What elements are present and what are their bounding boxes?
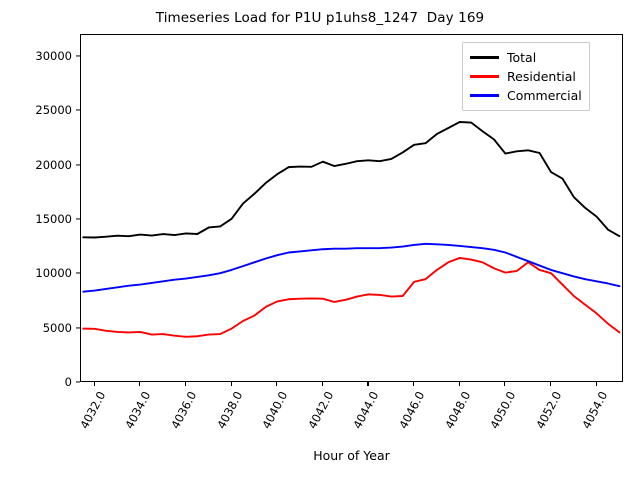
x-tick-mark — [230, 382, 232, 386]
plot-lines — [82, 121, 621, 338]
legend-item: Residential — [470, 67, 582, 86]
x-tick-mark — [367, 382, 369, 386]
x-tick-label: 4040.0 — [259, 389, 291, 432]
x-tick-label: 4052.0 — [533, 389, 565, 432]
x-tick-label: 4042.0 — [304, 389, 337, 432]
series-line — [82, 121, 621, 239]
y-tick-label: 20000 — [35, 157, 72, 172]
legend-label: Total — [507, 50, 537, 65]
x-tick-label: 4032.0 — [76, 389, 109, 432]
y-tick-mark — [76, 272, 80, 274]
y-tick-mark — [76, 381, 80, 383]
x-tick-mark — [321, 382, 323, 386]
y-tick-label: 15000 — [35, 211, 72, 226]
x-tick-label: 4034.0 — [122, 389, 154, 432]
x-tick-mark — [184, 382, 187, 386]
x-tick-mark — [549, 382, 552, 386]
y-tick-label: 5000 — [42, 320, 72, 335]
legend-item: Commercial — [470, 86, 582, 105]
legend-label: Residential — [507, 69, 576, 84]
x-tick-label: 4054.0 — [578, 389, 610, 432]
x-tick-label: 4048.0 — [441, 389, 474, 432]
x-tick-label: 4046.0 — [396, 389, 428, 432]
x-tick-mark — [595, 382, 597, 386]
x-tick-mark — [139, 382, 141, 386]
x-tick-label: 4050.0 — [487, 389, 519, 432]
chart-title: Timeseries Load for P1U p1uhs8_1247 Day … — [155, 10, 485, 26]
y-tick-mark — [76, 327, 80, 329]
x-tick-label: 4038.0 — [213, 389, 245, 432]
chart-legend: Total Residential Commercial — [462, 42, 590, 111]
x-tick-mark — [458, 382, 460, 386]
x-tick-label: 4044.0 — [350, 389, 382, 432]
y-axis-label: kW total — [0, 189, 3, 242]
x-tick-mark — [276, 382, 278, 386]
y-tick-mark — [76, 55, 80, 57]
series-line — [82, 256, 621, 338]
x-tick-label: 4036.0 — [168, 389, 200, 432]
x-tick-mark — [413, 382, 415, 386]
legend-label: Commercial — [507, 88, 582, 103]
x-tick-mark — [93, 382, 95, 386]
x-tick-mark — [504, 382, 506, 386]
y-tick-label: 30000 — [35, 48, 72, 63]
y-tick-mark — [76, 109, 80, 111]
legend-color-swatch — [470, 56, 499, 59]
legend-item: Total — [470, 48, 582, 67]
y-tick-mark — [76, 163, 80, 166]
y-tick-label: 10000 — [35, 266, 72, 281]
y-tick-mark — [76, 218, 80, 220]
y-tick-label: 0 — [64, 375, 72, 389]
y-tick-label: 25000 — [35, 103, 72, 118]
series-line — [82, 242, 621, 293]
legend-color-swatch — [470, 94, 499, 97]
x-axis-label: Hour of Year — [313, 448, 390, 463]
legend-color-swatch — [470, 75, 499, 78]
